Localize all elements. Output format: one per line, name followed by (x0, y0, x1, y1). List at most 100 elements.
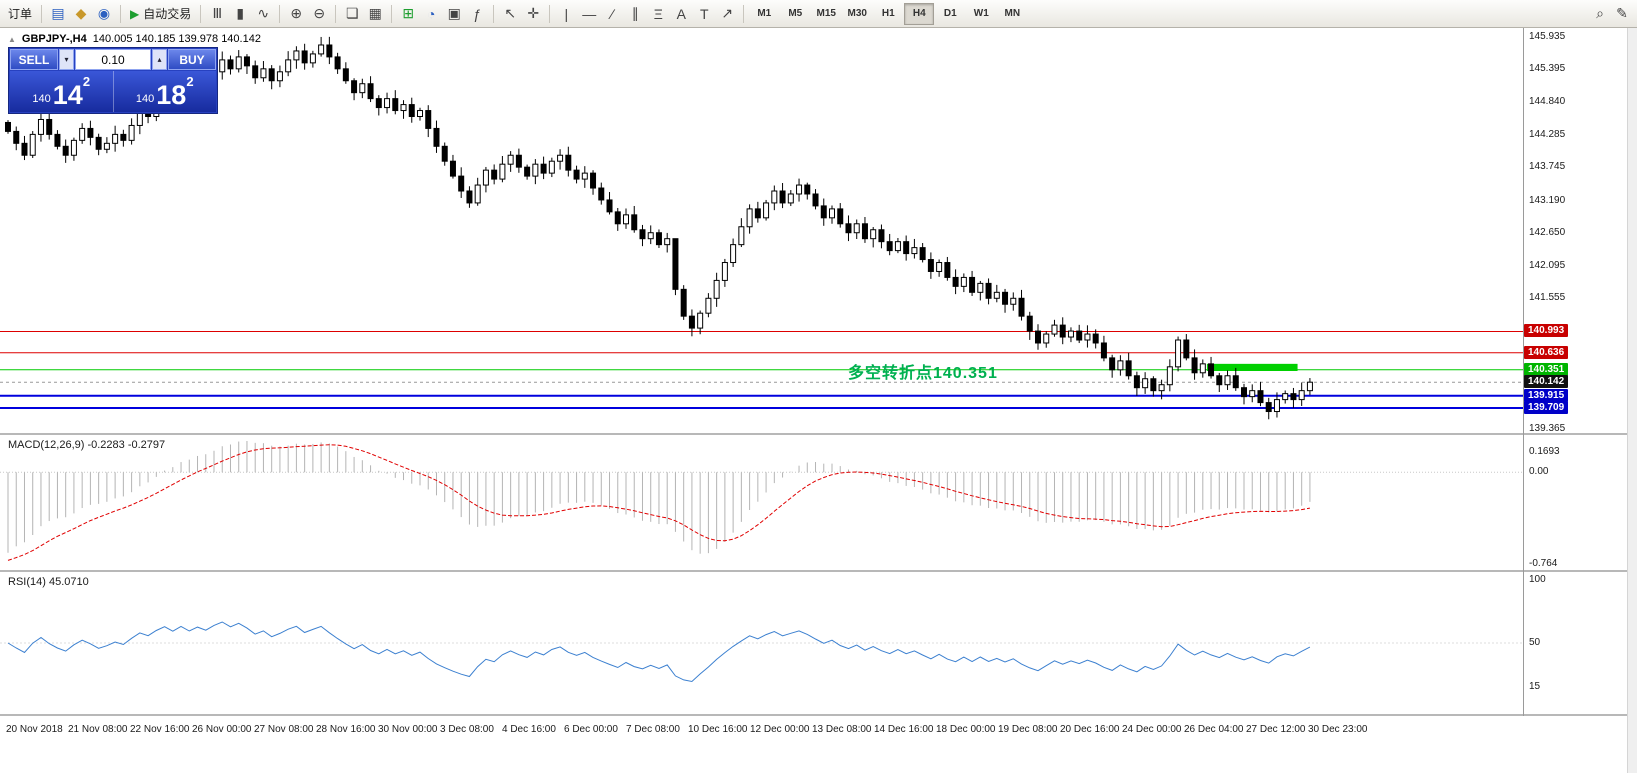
fibonacci-tool-icon[interactable]: Ξ (653, 5, 663, 22)
x-axis-label: 24 Dec 00:00 (1122, 724, 1182, 735)
y-axis-label: 144.840 (1529, 96, 1566, 108)
chart-ohlc-label: 140.005 140.185 139.978 140.142 (92, 33, 261, 45)
new-order-button[interactable]: 订单 (8, 7, 33, 21)
profiles-icon[interactable]: ◆ (75, 5, 87, 21)
rsi-axis[interactable]: 100 50 15 (1523, 572, 1627, 714)
buy-price[interactable]: 140 18 2 (114, 71, 217, 112)
template-icon[interactable]: ▣ (447, 5, 461, 21)
timeframe-m15[interactable]: M15 (816, 8, 836, 19)
trendline-tool-icon[interactable]: ∕ (611, 5, 614, 22)
line-chart-mode-icon[interactable]: ∿ (257, 5, 270, 21)
price-level-badge: 139.915 (1524, 388, 1569, 402)
play-icon: ▶ (130, 6, 140, 21)
y-axis-label: 145.395 (1529, 63, 1566, 75)
arrows-tool-icon[interactable]: ↗ (721, 5, 734, 21)
autotrading-button[interactable]: ▶ 自动交易 (126, 3, 195, 25)
toolbar-separator (391, 4, 393, 23)
panel-resize-handle[interactable] (0, 433, 1637, 435)
panel-resize-handle[interactable] (0, 570, 1637, 572)
x-axis-label: 19 Dec 08:00 (998, 724, 1058, 735)
price-axis[interactable]: 145.935 145.395 144.840 144.285 143.745 143.1… (1523, 28, 1627, 434)
macd-axis-label: 0.1693 (1529, 445, 1560, 457)
label-tool-icon[interactable]: T (699, 5, 709, 22)
vertical-scrollbar[interactable] (1627, 28, 1637, 773)
one-click-trade-panel: SELL ▾ ▴ BUY 140 14 2 140 18 2 (8, 47, 218, 114)
new-chart-icon[interactable]: ⊞ (402, 5, 415, 21)
x-axis-label: 27 Dec 12:00 (1246, 724, 1306, 735)
macd-axis-label: -0.764 (1529, 558, 1558, 569)
chart-symbol-label: GBPJPY-,H4 (21, 33, 87, 45)
sell-price-sup: 2 (82, 74, 91, 89)
buy-price-prefix: 140 (135, 93, 155, 105)
zoom-in-icon[interactable]: ⊕ (290, 5, 303, 21)
y-axis-label: 143.745 (1529, 161, 1566, 173)
zoom-out-icon[interactable]: ⊖ (313, 5, 326, 21)
sell-button[interactable]: SELL (10, 49, 58, 70)
rsi-chart[interactable] (0, 572, 1523, 714)
indicators-icon[interactable]: ƒ (473, 5, 482, 22)
timeframe-h1[interactable]: H1 (881, 8, 895, 19)
panel-resize-handle[interactable] (0, 714, 1637, 716)
time-axis[interactable]: 20 Nov 2018 21 Nov 08:00 22 Nov 16:00 26 No… (0, 716, 1637, 746)
trend-note-annotation[interactable]: 多空转折点140.351 (848, 365, 998, 382)
channel-tool-icon[interactable]: ∥ (631, 5, 639, 21)
autotrading-label: 自动交易 (143, 7, 192, 21)
cascade-windows-icon[interactable]: ❏ (345, 5, 359, 21)
panel-collapse-icon[interactable]: ▲ (8, 34, 16, 44)
y-axis-label: 139.365 (1529, 422, 1566, 434)
charts-list-icon[interactable]: ▤ (51, 5, 65, 21)
crosshair-icon[interactable]: ✛ (527, 5, 540, 21)
timeframe-mn[interactable]: MN (1004, 8, 1021, 19)
toolbar-separator (335, 4, 337, 23)
sell-price[interactable]: 140 14 2 (10, 71, 114, 112)
rsi-panel: RSI(14) 45.0710 100 50 15 (0, 572, 1637, 714)
vertical-line-tool-icon[interactable]: | (564, 5, 569, 22)
timeframe-w1[interactable]: W1 (973, 8, 989, 19)
price-chart[interactable] (0, 28, 1523, 433)
sell-price-prefix: 140 (32, 93, 51, 105)
x-axis-label: 28 Nov 16:00 (316, 724, 376, 735)
toolbar: 订单 ▤ ◆ ◉ ▶ 自动交易 Ⅲ ▮ ∿ ⊕ ⊖ ❏ ▦ ⊞ ◔ ▣ ƒ ↖ … (0, 0, 1637, 28)
macd-histogram (7, 441, 1311, 554)
volume-decrease-button[interactable]: ▾ (59, 49, 74, 70)
toolbar-separator (279, 4, 281, 23)
search-icon[interactable]: ⌕ (1596, 5, 1604, 21)
buy-price-sup: 2 (186, 74, 194, 89)
toolbar-separator (743, 4, 745, 23)
candlestick-mode-icon[interactable]: ▮ (236, 5, 245, 21)
macd-chart[interactable] (0, 435, 1523, 570)
text-tool-icon[interactable]: A (676, 5, 686, 22)
macd-axis[interactable]: 0.1693 0.00 -0.764 (1523, 435, 1627, 570)
timeframe-m5[interactable]: M5 (788, 8, 803, 19)
support-highlight-rect (1206, 363, 1298, 371)
timeframe-d1[interactable]: D1 (943, 8, 957, 19)
cursor-icon[interactable]: ↖ (504, 5, 517, 21)
toolbar-separator (493, 4, 495, 23)
horizontal-line-tool-icon[interactable]: — (582, 5, 597, 22)
volume-increase-button[interactable]: ▴ (152, 49, 167, 70)
x-axis-label: 22 Nov 16:00 (130, 724, 190, 735)
x-axis-label: 30 Dec 23:00 (1308, 724, 1368, 735)
timeframe-h4[interactable]: H4 (904, 2, 935, 25)
timeframe-m1[interactable]: M1 (757, 8, 772, 19)
axis-separator (1523, 28, 1524, 716)
tile-windows-icon[interactable]: ▦ (368, 5, 382, 21)
x-axis-label: 20 Dec 16:00 (1060, 724, 1120, 735)
x-axis-label: 3 Dec 08:00 (440, 724, 494, 735)
price-level-badge: 140.636 (1524, 345, 1569, 359)
edit-icon[interactable]: ✎ (1616, 5, 1628, 21)
y-axis-label: 142.095 (1529, 259, 1566, 271)
x-axis-label: 4 Dec 16:00 (502, 724, 556, 735)
bar-chart-mode-icon[interactable]: Ⅲ (212, 5, 223, 21)
timeframe-m30[interactable]: M30 (847, 8, 867, 19)
buy-button[interactable]: BUY (168, 49, 216, 70)
macd-panel: MACD(12,26,9) -0.2283 -0.2797 0.1693 0.00… (0, 435, 1637, 570)
terminal-icon[interactable]: ◉ (97, 5, 111, 21)
x-axis-label: 18 Dec 00:00 (936, 724, 996, 735)
y-axis-label: 145.935 (1529, 30, 1566, 42)
buy-price-big: 18 (156, 80, 187, 110)
period-icon[interactable]: ◔ (427, 5, 436, 22)
x-axis-label: 13 Dec 08:00 (812, 724, 872, 735)
volume-input[interactable] (75, 49, 151, 70)
x-axis-label: 26 Nov 00:00 (192, 724, 252, 735)
